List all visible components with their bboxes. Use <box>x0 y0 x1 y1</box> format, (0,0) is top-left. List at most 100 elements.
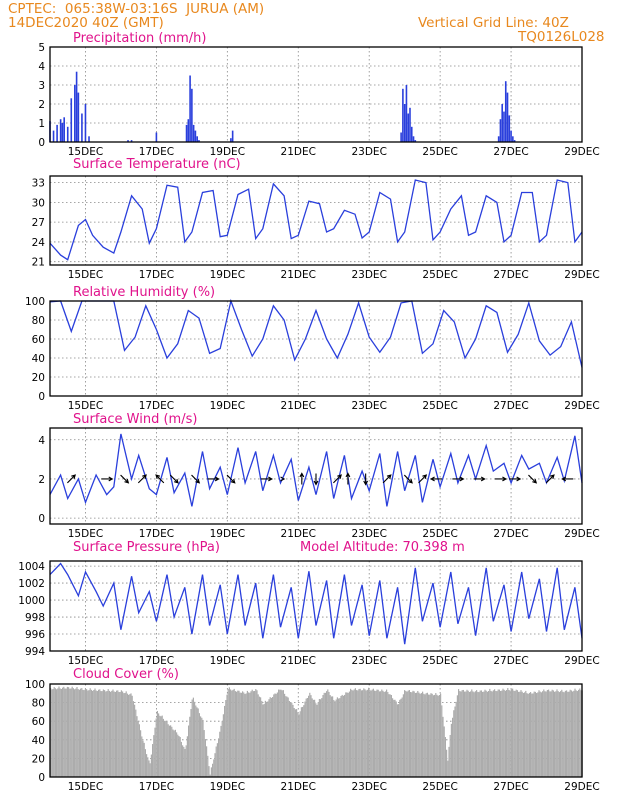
cloud-bar <box>459 691 461 777</box>
precip-bar <box>63 117 65 142</box>
cloud-bar <box>526 693 528 777</box>
cloud-bar <box>105 691 107 777</box>
cloud-bar <box>244 694 246 777</box>
wind-vector-arrow <box>299 472 305 485</box>
cloud-bar <box>101 691 103 777</box>
cloud-bar <box>251 689 253 777</box>
cloud-bar <box>166 721 168 777</box>
cloud-bar <box>494 689 496 777</box>
cloud-bar <box>495 690 497 777</box>
cloud-bar <box>552 690 554 777</box>
cloud-bar <box>448 746 450 777</box>
y-tick-label: 20 <box>32 372 45 384</box>
cloud-bar <box>417 690 419 777</box>
cloud-bar <box>545 691 547 777</box>
cloud-bar <box>480 690 482 777</box>
cloud-bar <box>350 688 352 777</box>
cloud-bar <box>260 697 262 777</box>
cloud-bar <box>142 740 144 777</box>
cloud-bar <box>86 689 88 777</box>
cloud-bar <box>470 691 472 777</box>
cloud-bar <box>232 689 234 777</box>
cloud-bar <box>76 686 78 777</box>
cloud-bar <box>135 709 137 777</box>
precip-bar <box>400 132 402 142</box>
x-tick-label: 27DEC <box>493 781 528 793</box>
x-tick-label: 29DEC <box>564 146 599 158</box>
cloud-bar <box>432 695 434 777</box>
cloud-bar <box>286 696 288 777</box>
cloud-bar <box>572 691 574 777</box>
cloud-bar <box>516 690 518 777</box>
cloud-bar <box>515 689 517 777</box>
cloud-bar <box>189 716 191 777</box>
cloud-bar <box>381 689 383 777</box>
y-tick-label: 3 <box>38 80 45 92</box>
panel-frame <box>49 427 583 525</box>
wind-vector-arrow <box>155 474 165 484</box>
cloud-bar <box>508 690 510 777</box>
cloud-bar <box>228 687 230 777</box>
cloud-bar <box>406 691 408 777</box>
x-tick-label: 27DEC <box>493 400 528 412</box>
y-tick-label: 40 <box>32 735 45 747</box>
x-tick-label: 21DEC <box>281 781 316 793</box>
x-tick-label: 29DEC <box>564 400 599 412</box>
cloud-bar <box>218 738 220 777</box>
cloud-bar <box>158 713 160 777</box>
cloud-bar <box>506 689 508 777</box>
cloud-bar <box>261 700 263 777</box>
cloud-bar <box>473 692 475 777</box>
cloud-bar <box>310 695 312 777</box>
cloud-bar <box>496 691 498 777</box>
cloud-bar <box>58 686 60 777</box>
cloud-bar <box>75 688 77 777</box>
cloud-bar <box>369 689 371 777</box>
header-grid-note: Vertical Grid Line: 40Z <box>418 15 569 31</box>
cloud-bar <box>124 692 126 777</box>
cloud-bar <box>518 691 520 777</box>
cloud-bar <box>371 689 373 777</box>
cloud-bar <box>89 688 91 777</box>
cloud-bar <box>441 705 443 777</box>
cloud-bar <box>524 692 526 777</box>
cloud-bar <box>258 696 260 777</box>
cloud-bar <box>420 693 422 777</box>
x-tick-label: 15DEC <box>68 269 103 281</box>
cloud-bar <box>404 690 406 777</box>
cloud-bar <box>117 690 119 777</box>
x-tick-label: 27DEC <box>493 655 528 667</box>
cloud-bar <box>197 708 199 777</box>
cloud-bar <box>443 726 445 777</box>
cloud-bar <box>413 691 415 777</box>
cloud-bar <box>272 697 274 777</box>
x-tick-label: 25DEC <box>422 400 457 412</box>
cloud-bar <box>66 686 68 777</box>
precip-bar <box>405 85 408 142</box>
cloud-bar <box>230 689 232 777</box>
cloud-bar <box>352 690 354 777</box>
cloud-bar <box>414 692 416 777</box>
precip-bar <box>185 124 188 142</box>
cloud-bar <box>447 760 449 777</box>
cloud-bar <box>382 690 384 777</box>
precip-bar <box>510 130 512 142</box>
x-tick-label: 23DEC <box>351 655 386 667</box>
cloud-bar <box>278 689 280 777</box>
cloud-bar <box>315 703 317 777</box>
cloud-bar <box>575 690 577 777</box>
x-tick-label: 19DEC <box>210 146 245 158</box>
cloud-bar <box>167 724 169 777</box>
cloud-bar <box>64 688 66 777</box>
cloud-bar <box>153 735 155 777</box>
cloud-bar <box>87 690 89 777</box>
x-tick-label: 23DEC <box>351 781 386 793</box>
y-tick-label: 0 <box>38 513 45 525</box>
x-tick-label: 25DEC <box>422 655 457 667</box>
precip-bar <box>189 75 191 142</box>
cloud-bar <box>542 691 544 777</box>
precip-bar <box>61 123 64 142</box>
cloud-bar <box>90 689 92 777</box>
panel-title: Surface Pressure (hPa) <box>73 540 220 555</box>
precip-bar <box>508 115 511 142</box>
